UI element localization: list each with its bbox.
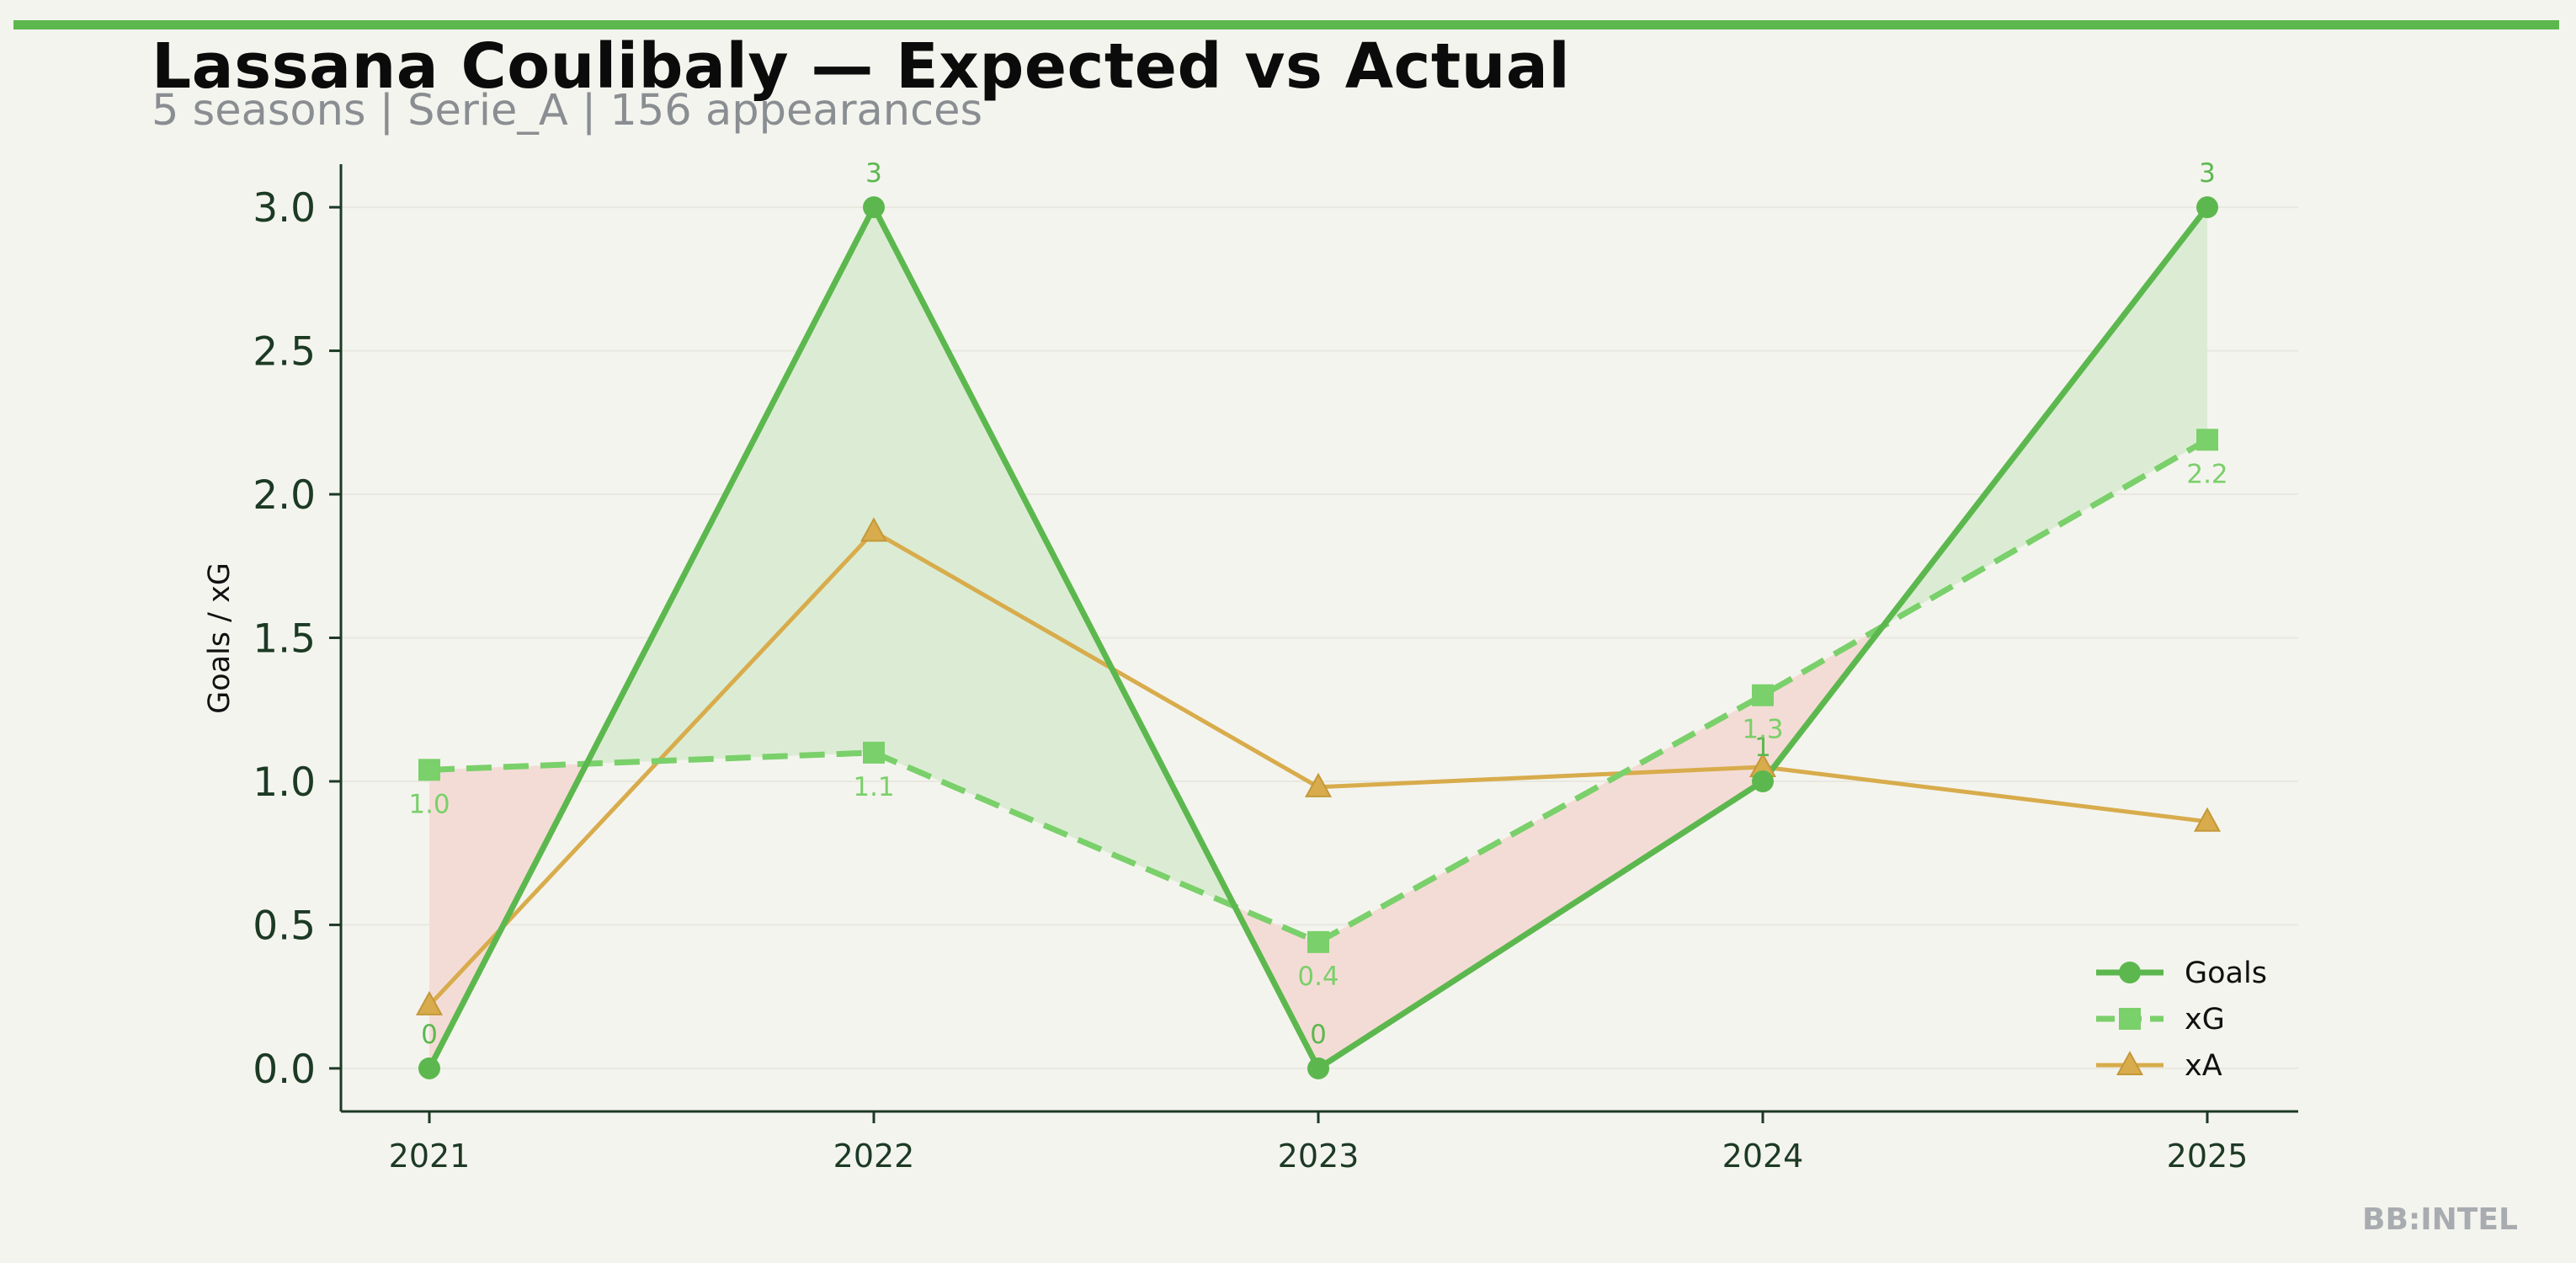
legend-marker-xa <box>2116 1050 2143 1076</box>
data-point-goals <box>2196 196 2218 219</box>
y-axis-label: Goals / xG <box>203 562 237 714</box>
y-tick-label: 1.0 <box>253 759 316 806</box>
y-tick-label: 2.5 <box>253 329 316 376</box>
data-label-xg: 1.3 <box>1742 715 1783 745</box>
brand-watermark: BB:INTEL <box>2362 1202 2518 1237</box>
x-tick-label: 2023 <box>1278 1138 1360 1175</box>
underperform-area <box>1318 695 1763 1068</box>
data-point-goals <box>1752 770 1774 792</box>
data-point-goals <box>418 1057 440 1079</box>
x-tick-label: 2024 <box>1722 1138 1804 1175</box>
data-label-goals: 0 <box>1310 1020 1327 1050</box>
data-point-xg <box>2196 429 2218 451</box>
chart-subtitle: 5 seasons | Serie_A | 156 appearances <box>152 86 983 136</box>
data-point-xa <box>1305 772 1332 797</box>
x-tick-label: 2025 <box>2167 1138 2249 1175</box>
x-tick-label: 2022 <box>833 1138 915 1175</box>
data-label-xg: 0.4 <box>1297 962 1339 992</box>
y-tick-label: 3.0 <box>253 185 316 232</box>
top-accent-bar <box>13 20 2559 29</box>
data-point-xa <box>860 517 887 542</box>
x-tick-label: 2021 <box>389 1138 471 1175</box>
data-point-xa <box>2194 807 2221 832</box>
y-tick-label: 0.0 <box>253 1047 316 1093</box>
data-label-goals: 3 <box>865 158 882 189</box>
data-label-xg: 2.2 <box>2186 459 2227 489</box>
data-label-goals: 0 <box>421 1020 438 1050</box>
data-label-xg: 1.1 <box>853 772 894 802</box>
data-label-goals: 1 <box>1754 733 1771 763</box>
data-point-goals <box>1307 1057 1329 1079</box>
data-label-xg: 1.0 <box>408 789 450 819</box>
legend-label-goals: Goals <box>2185 957 2267 990</box>
legend-label-xa: xA <box>2185 1049 2222 1083</box>
data-point-xa <box>416 990 443 1015</box>
data-point-xg <box>863 741 885 764</box>
legend-marker-xg <box>2119 1008 2141 1030</box>
data-point-xg <box>1307 930 1329 953</box>
legend-marker-goals <box>2119 962 2141 983</box>
y-tick-label: 2.0 <box>253 472 316 519</box>
data-point-xg <box>1752 684 1774 706</box>
data-point-goals <box>863 196 885 219</box>
data-point-xg <box>418 759 440 781</box>
y-tick-label: 1.5 <box>253 616 316 663</box>
y-tick-label: 0.5 <box>253 903 316 949</box>
data-label-goals: 3 <box>2199 158 2216 189</box>
legend-label-xg: xG <box>2185 1003 2225 1037</box>
chart-title: Lassana Coulibaly — Expected vs Actual <box>152 30 1571 103</box>
